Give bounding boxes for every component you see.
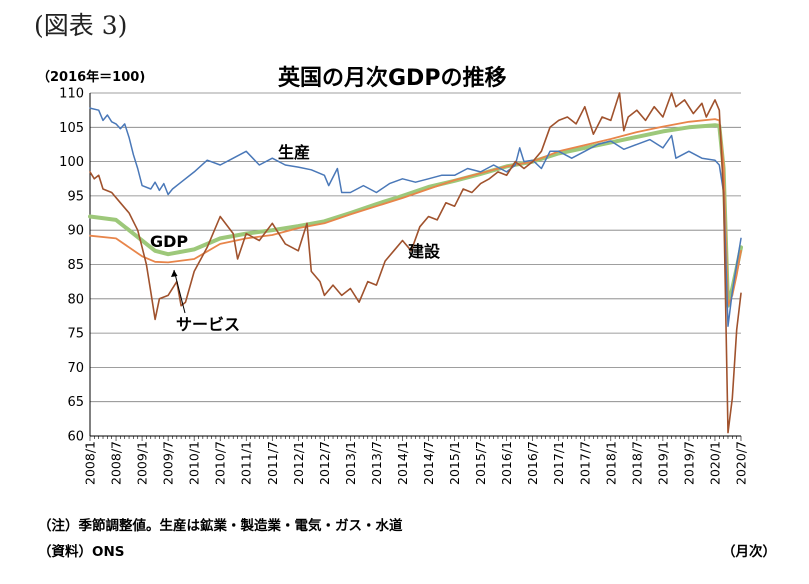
x-tick-label-2016-7: 2016/7 (525, 441, 540, 485)
chart-note: （注）季節調整値。生産は鉱業・製造業・電気・ガス・水道 (38, 518, 403, 534)
y-tick-label-65: 65 (67, 395, 84, 410)
annotation-production: 生産 (278, 143, 310, 162)
annotation-arrow-services (173, 269, 186, 314)
x-axis: 2008/1 2008/7 2009/1 2009/7 2010/1 2010/7 2011… (83, 435, 749, 485)
x-tick-label-2015-7: 2015/7 (473, 441, 488, 485)
series-line-construction (89, 92, 742, 434)
x-tick-label-2020-7: 2020/7 (734, 441, 749, 485)
x-tick-label-2010-1: 2010/1 (187, 441, 202, 485)
y-tick-label-85: 85 (67, 258, 84, 273)
x-tick-label-2009-7: 2009/7 (161, 441, 176, 485)
x-tick-label-2020-1: 2020/1 (707, 441, 722, 485)
y-tick-label-105: 105 (59, 121, 84, 136)
x-tick-label-2012-1: 2012/1 (291, 441, 306, 485)
y-tick-label-90: 90 (67, 224, 84, 239)
y-tick-label-110: 110 (59, 87, 84, 102)
y-tick-label-70: 70 (67, 361, 84, 376)
x-tick-label-2014-1: 2014/1 (395, 441, 410, 485)
series-lines (88, 92, 743, 434)
x-tick-label-2018-7: 2018/7 (629, 441, 644, 485)
chart-title: 英国の月次GDPの推移 (278, 66, 507, 91)
x-tick-label-2013-1: 2013/1 (343, 441, 358, 485)
y-tick-label-100: 100 (59, 155, 84, 170)
y-unit-label: （2016年＝100) (37, 70, 146, 85)
annotation-construction: 建設 (408, 242, 441, 261)
series-line-production (89, 107, 742, 327)
annotation-gdp: GDP (150, 232, 188, 251)
y-axis: 60 65 70 75 80 85 90 95 100 105 110 (59, 87, 91, 445)
y-tick-label-75: 75 (67, 327, 84, 342)
series-line-gdp (88, 123, 743, 308)
figure-label: (図表 3) (34, 11, 128, 40)
annotation-services: サービス (176, 315, 240, 334)
x-tick-label-2008-1: 2008/1 (83, 441, 98, 485)
grid-lines (90, 92, 741, 437)
x-tick-label-2012-7: 2012/7 (317, 441, 332, 485)
x-tick-label-2009-1: 2009/1 (135, 441, 150, 485)
y-tick-label-80: 80 (67, 292, 84, 307)
x-tick-label-2010-7: 2010/7 (213, 441, 228, 485)
x-tick-label-2016-1: 2016/1 (499, 441, 514, 485)
chart-source: （資料）ONS (38, 544, 125, 560)
series-line-services (89, 118, 742, 307)
x-tick-label-2019-1: 2019/1 (655, 441, 670, 485)
y-tick-label-60: 60 (67, 430, 84, 445)
x-tick-label-2011-1: 2011/1 (239, 441, 254, 485)
series-annotations: 生産 GDP サービス 建設 (150, 143, 441, 334)
x-tick-label-2017-1: 2017/1 (551, 441, 566, 485)
x-unit-label: （月次） (722, 544, 776, 560)
x-tick-label-2015-1: 2015/1 (447, 441, 462, 485)
x-tick-label-2008-7: 2008/7 (109, 441, 124, 485)
x-tick-label-2013-7: 2013/7 (369, 441, 384, 485)
x-tick-label-2011-7: 2011/7 (265, 441, 280, 485)
y-tick-label-95: 95 (67, 189, 84, 204)
x-tick-label-2017-7: 2017/7 (577, 441, 592, 485)
x-tick-label-2019-7: 2019/7 (681, 441, 696, 485)
x-tick-label-2014-7: 2014/7 (421, 441, 436, 485)
x-tick-label-2018-1: 2018/1 (603, 441, 618, 485)
annotation-arrowhead-services (171, 270, 178, 277)
